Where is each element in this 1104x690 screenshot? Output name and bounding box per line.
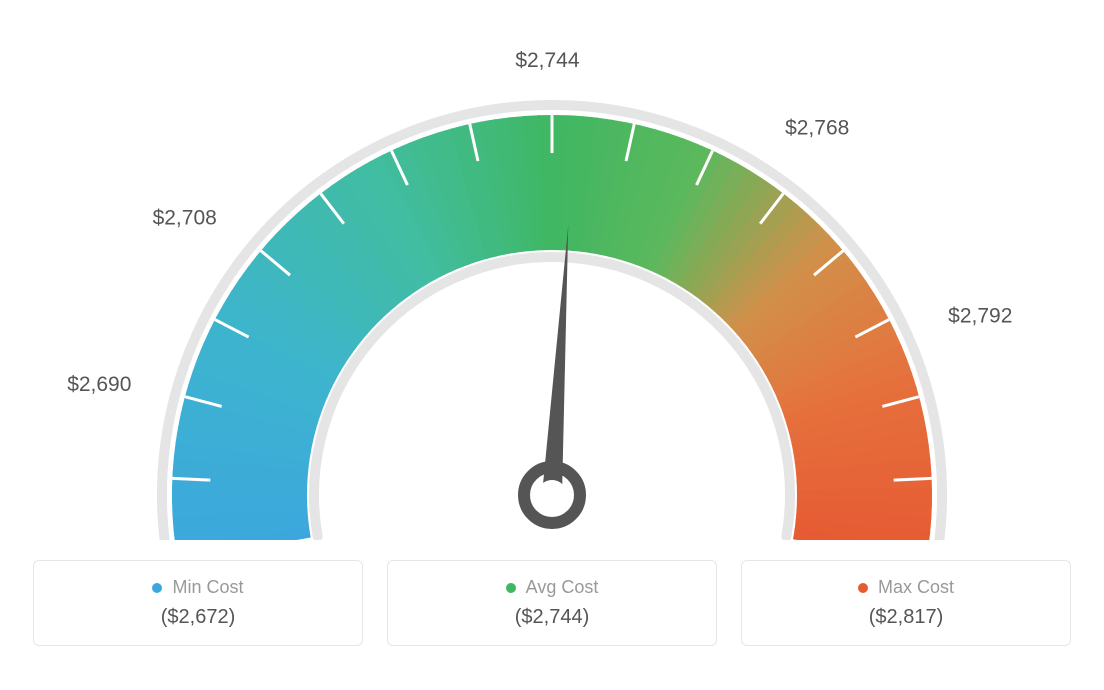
- svg-text:$2,792: $2,792: [948, 304, 1012, 327]
- avg-dot-icon: [506, 583, 516, 593]
- min-cost-label: Min Cost: [172, 577, 243, 598]
- svg-text:$2,768: $2,768: [785, 117, 849, 140]
- max-cost-card: Max Cost ($2,817): [741, 560, 1071, 646]
- max-dot-icon: [858, 583, 868, 593]
- max-cost-value: ($2,817): [762, 606, 1050, 629]
- min-cost-value: ($2,672): [54, 606, 342, 629]
- min-cost-card: Min Cost ($2,672): [33, 560, 363, 646]
- svg-text:$2,744: $2,744: [515, 49, 580, 72]
- svg-text:$2,708: $2,708: [153, 207, 217, 230]
- max-cost-label: Max Cost: [878, 577, 954, 598]
- avg-cost-value: ($2,744): [408, 606, 696, 629]
- cost-gauge: $2,672$2,690$2,708$2,744$2,768$2,792$2,8…: [20, 20, 1084, 540]
- summary-cards: Min Cost ($2,672) Avg Cost ($2,744) Max …: [20, 560, 1084, 646]
- avg-cost-card: Avg Cost ($2,744): [387, 560, 717, 646]
- min-dot-icon: [152, 583, 162, 593]
- svg-text:$2,690: $2,690: [67, 373, 131, 396]
- avg-cost-label: Avg Cost: [526, 577, 599, 598]
